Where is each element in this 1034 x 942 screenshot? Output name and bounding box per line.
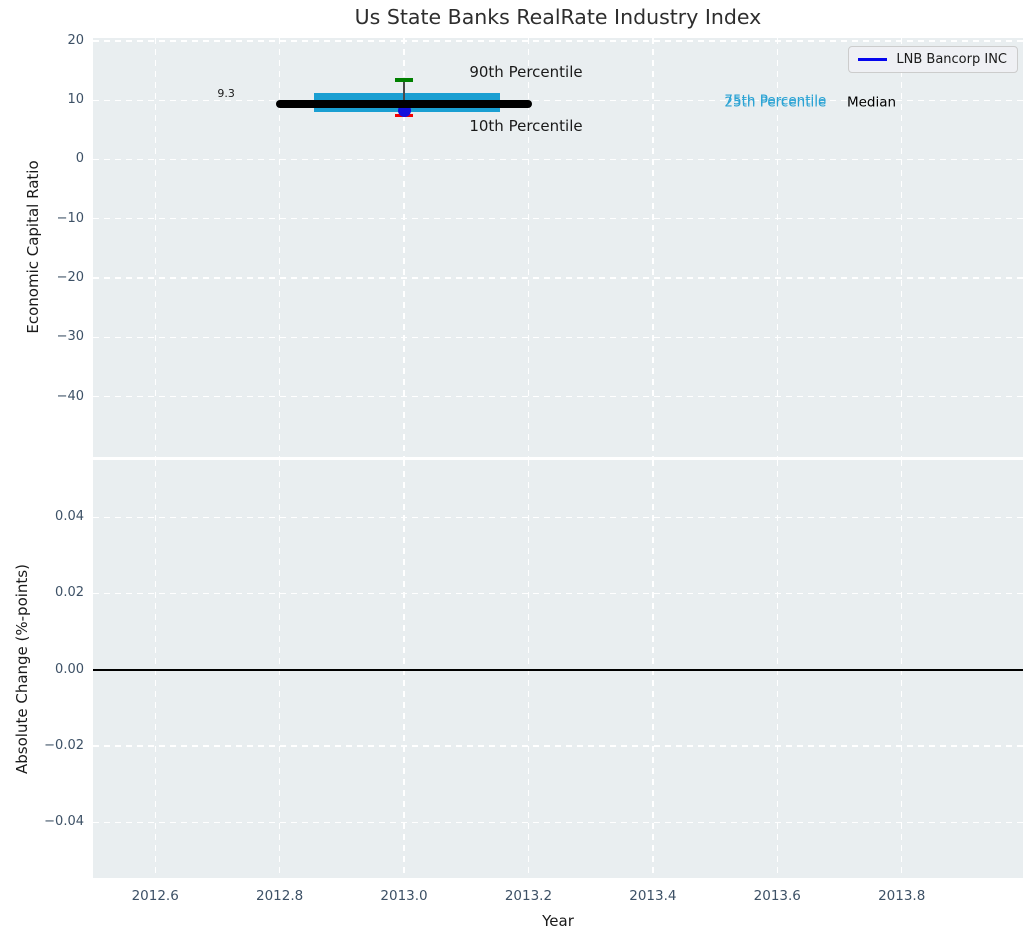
x-tick-label: 2013.6 <box>753 888 801 904</box>
y-gridline <box>93 218 1023 220</box>
y-tick-label: −40 <box>56 388 84 404</box>
y-gridline <box>93 395 1023 398</box>
top-plot: 9.3 90th Percentile 10th Percentile 75th Pe… <box>93 38 1023 457</box>
x-gridline <box>154 38 156 457</box>
y-tick-label: 20 <box>67 32 84 48</box>
y-gridline <box>93 277 1023 279</box>
x-gridline <box>776 38 778 457</box>
y-tick-label: −20 <box>56 270 84 286</box>
y-gridline <box>93 745 1023 747</box>
p90-cap <box>394 78 414 82</box>
x-gridline <box>403 38 405 457</box>
y-gridline <box>93 99 1023 101</box>
y-tick-label: 0 <box>75 151 84 167</box>
chart-title: Us State Banks RealRate Industry Index <box>354 5 762 29</box>
y-gridline <box>93 158 1023 161</box>
y-tick-label: −0.02 <box>44 738 84 754</box>
x-gridline <box>900 38 903 457</box>
x-tick-label: 2013.4 <box>629 888 677 904</box>
annotation-median-label: Median <box>846 94 897 111</box>
y-gridline <box>93 592 1023 595</box>
bottom-plot <box>93 460 1023 878</box>
top-y-axis-label: Economic Capital Ratio <box>24 160 42 334</box>
annotation-p75-label: 75th Percentile <box>724 92 827 109</box>
y-tick-label: −10 <box>56 210 84 226</box>
y-gridline <box>93 516 1023 518</box>
annotation-p25-label: 25th Percentile <box>724 95 827 112</box>
y-tick-label: 0.04 <box>55 509 84 525</box>
zero-line <box>93 668 1023 671</box>
x-gridline <box>652 38 654 457</box>
legend: LNB Bancorp INC <box>848 46 1018 73</box>
x-gridline <box>527 38 530 457</box>
legend-label: LNB Bancorp INC <box>896 52 1007 67</box>
x-tick-label: 2013.2 <box>504 888 553 904</box>
median-line <box>275 100 533 109</box>
x-tick-label: 2013.8 <box>878 888 926 904</box>
y-gridline <box>93 821 1023 823</box>
legend-line-sample <box>858 58 888 61</box>
y-tick-label: 10 <box>67 92 84 108</box>
annotation-median-value: 9.3 <box>217 87 235 101</box>
y-gridline <box>93 40 1023 42</box>
y-gridline <box>93 336 1023 338</box>
whisker-line <box>403 80 405 116</box>
annotation-p10-label: 10th Percentile <box>469 117 583 136</box>
y-tick-label: 0.00 <box>55 661 84 677</box>
y-tick-label: 0.02 <box>55 585 84 601</box>
y-tick-label: −0.04 <box>44 814 84 830</box>
x-axis-label: Year <box>542 912 574 930</box>
y-tick-label: −30 <box>56 329 84 345</box>
x-tick-label: 2012.8 <box>255 888 304 904</box>
annotation-p90-label: 90th Percentile <box>469 62 583 81</box>
x-tick-label: 2013.0 <box>380 888 428 904</box>
x-tick-label: 2012.6 <box>131 888 179 904</box>
x-gridline <box>278 38 281 457</box>
